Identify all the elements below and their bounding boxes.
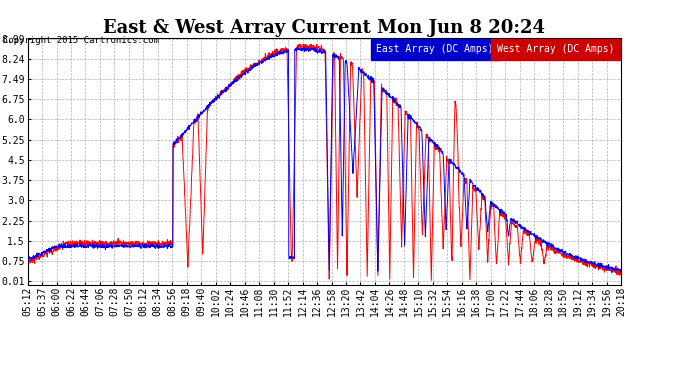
Text: Copyright 2015 Cartronics.com: Copyright 2015 Cartronics.com [3,36,159,45]
Legend: East Array (DC Amps), West Array (DC Amps): East Array (DC Amps), West Array (DC Amp… [375,42,616,56]
Title: East & West Array Current Mon Jun 8 20:24: East & West Array Current Mon Jun 8 20:2… [104,20,545,38]
